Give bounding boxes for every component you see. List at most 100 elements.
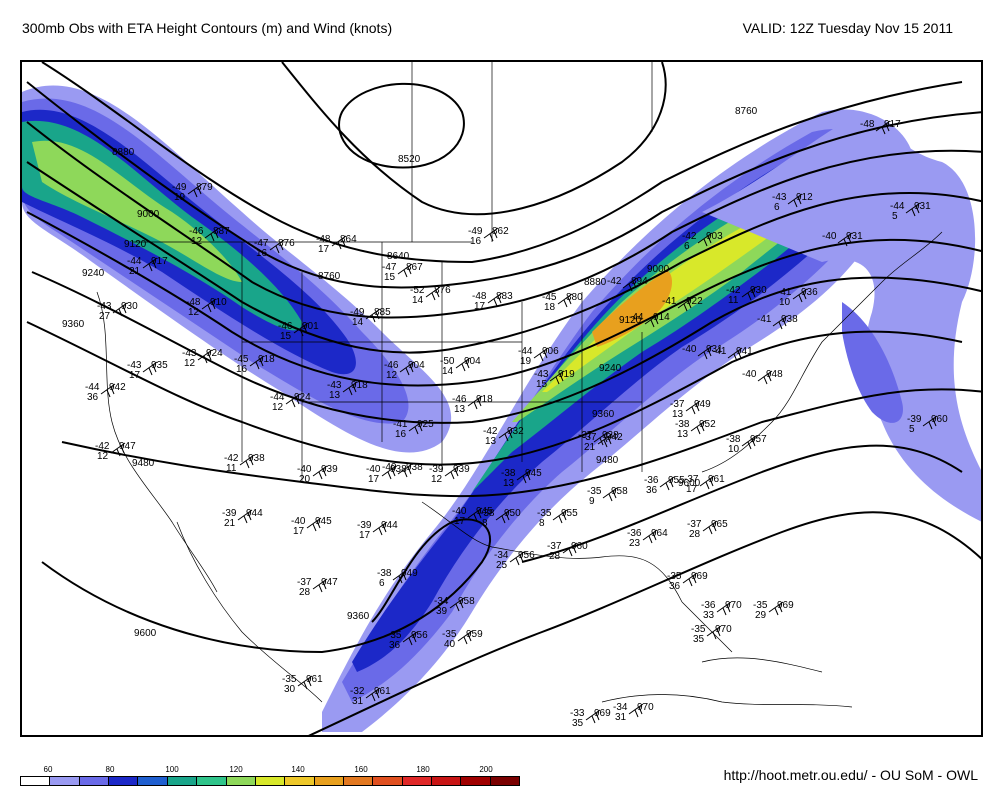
station-height: 956	[411, 630, 428, 641]
station-dewpoint-depression: 28	[299, 587, 311, 598]
station-plot: -45 918 16	[234, 354, 275, 375]
station-height: 880	[566, 292, 583, 303]
contour-label: 9360	[62, 319, 85, 330]
station-height: 938	[406, 462, 423, 473]
station-height: 949	[694, 399, 711, 410]
wind-barb	[381, 465, 397, 480]
station-height: 947	[321, 577, 338, 588]
station-dewpoint-depression: 17	[686, 484, 698, 495]
station-height: 970	[725, 600, 742, 611]
wind-barb	[768, 601, 784, 616]
station-dewpoint-depression: 16	[256, 248, 268, 259]
station-plot: -44 924 12	[270, 392, 311, 413]
station-plot: -37 938	[578, 430, 619, 446]
station-dewpoint-depression: 36	[646, 485, 658, 496]
station-height: 941	[736, 346, 753, 357]
credit-text: http://hoot.metr.ou.edu/ - OU SoM - OWL	[723, 767, 978, 783]
wind-barb	[685, 400, 701, 415]
wind-barb	[204, 227, 220, 242]
station-temp: -46	[384, 360, 399, 371]
station-dewpoint-depression: 21	[129, 266, 141, 277]
wind-barb	[237, 509, 253, 524]
contour-label: 9600	[678, 478, 701, 489]
station-plot: -44 931 5	[890, 201, 931, 222]
station-plot: -37 949 13	[670, 399, 711, 420]
wind-barb	[457, 630, 473, 645]
station-plot: -38 950 8	[480, 508, 521, 529]
station-temp: -48	[316, 234, 331, 245]
station-dewpoint-depression: 5	[909, 424, 915, 435]
station-plot: -37 961 17	[684, 474, 725, 495]
station-temp: -35	[667, 571, 682, 582]
station-plot: -35 956 36	[387, 630, 428, 651]
station-plot: -41 925 16	[393, 419, 434, 440]
contour-label: 8640	[387, 251, 410, 262]
station-plot: -42 932 13	[483, 426, 524, 447]
station-plot: -44 906 19	[518, 346, 559, 367]
station-plot: -35 961 30	[282, 674, 323, 695]
station-temp: -41	[757, 314, 772, 325]
station-height: 939	[321, 464, 338, 475]
contour-label: 9480	[132, 458, 155, 469]
station-height: 949	[401, 568, 418, 579]
station-dewpoint-depression: 5	[892, 211, 898, 222]
station-dewpoint-depression: 11	[226, 463, 237, 474]
wind-barb	[142, 361, 158, 376]
wind-barb	[425, 286, 441, 301]
station-dewpoint-depression: 12	[272, 402, 284, 413]
station-temp: -35	[587, 486, 602, 497]
station-temp: -37	[582, 432, 597, 443]
station-temp: -40	[822, 231, 837, 242]
colorbar-cell	[402, 777, 433, 785]
station-plot: -38 957 10	[726, 434, 767, 455]
wind-barb	[293, 322, 309, 337]
station-temp: -48	[186, 297, 201, 308]
station-plot: -41 941	[712, 346, 753, 362]
wind-barb	[549, 370, 565, 385]
station-dewpoint-depression: 14	[442, 366, 454, 377]
wind-barb	[628, 703, 644, 718]
contour-label: 9000	[647, 264, 670, 275]
contour-label: 8880	[584, 277, 607, 288]
station-temp: -40	[366, 464, 381, 475]
station-dewpoint-depression: 33	[703, 610, 715, 621]
station-dewpoint-depression: 12	[188, 307, 200, 318]
wind-barb	[239, 454, 255, 469]
station-plot: -37 942 21	[582, 432, 623, 453]
contour-label: 8760	[318, 271, 341, 282]
station-temp: -43	[327, 380, 342, 391]
station-temp: -43	[97, 301, 112, 312]
station-plot: -43 924 12	[182, 348, 223, 369]
station-dewpoint-depression: 13	[485, 436, 497, 447]
wind-barb	[331, 235, 347, 250]
colorbar-cell	[50, 777, 80, 785]
wind-barb	[201, 298, 217, 313]
station-plot: -47 867 15	[382, 262, 423, 283]
station-height: 910	[210, 297, 227, 308]
wind-speed-colorbar	[20, 776, 520, 786]
station-temp: -38	[726, 434, 741, 445]
station-temp: -40	[291, 516, 306, 527]
station-dewpoint-depression: 17	[293, 526, 305, 537]
wind-barb	[142, 257, 158, 272]
station-plot: -39 960 5	[907, 414, 948, 435]
station-dewpoint-depression: 17	[474, 301, 486, 312]
wind-barb	[837, 232, 853, 247]
wind-barb	[533, 347, 549, 362]
wind-barb	[727, 347, 743, 362]
station-dewpoint-depression: 17	[368, 474, 380, 485]
wind-barb	[397, 263, 413, 278]
wind-barb	[467, 395, 483, 410]
wind-barb	[552, 509, 568, 524]
station-dewpoint-depression: 25	[496, 560, 508, 571]
station-plot: -50 904 14	[440, 356, 481, 377]
contour-label: 9240	[599, 363, 622, 374]
station-dewpoint-depression: 16	[395, 429, 407, 440]
station-temp: -52	[410, 285, 425, 296]
station-temp: -47	[382, 262, 397, 273]
station-plot: -46 918 13	[452, 394, 493, 415]
station-dewpoint-depression: 13	[672, 409, 684, 420]
station-temp: -46	[452, 394, 467, 405]
station-temp: -46	[189, 226, 204, 237]
station-temp: -37	[297, 577, 312, 588]
